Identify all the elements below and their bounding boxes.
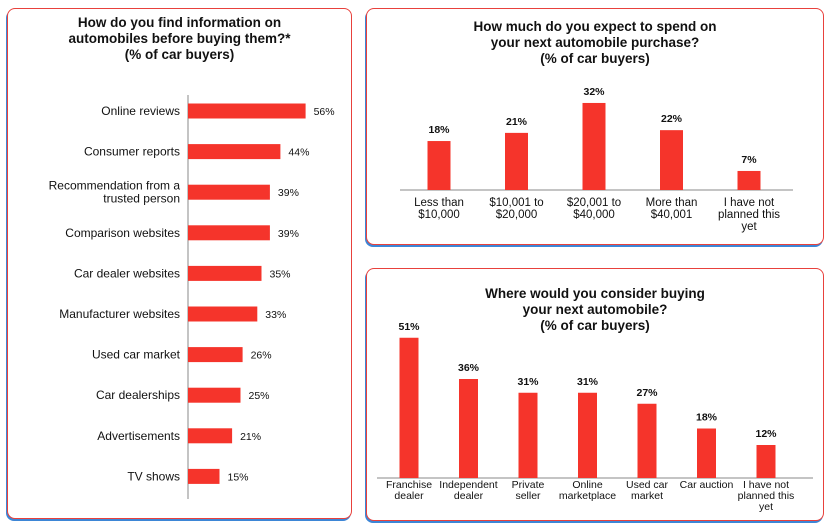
bar xyxy=(756,445,776,478)
bar xyxy=(660,130,683,190)
value-label: 25% xyxy=(249,390,270,402)
value-label: 27% xyxy=(636,387,658,399)
category-label: Car auction xyxy=(680,479,734,491)
value-label: 36% xyxy=(458,362,480,374)
category-label: Less than $10,000 xyxy=(414,197,464,221)
category-label: Used car market xyxy=(626,479,669,502)
bar xyxy=(637,403,657,478)
category-label: Consumer reports xyxy=(84,145,180,159)
value-label: 12% xyxy=(755,428,777,440)
value-label: 15% xyxy=(228,471,249,483)
bar xyxy=(188,265,262,281)
purchase-channel-panel: Where would you consider buying your nex… xyxy=(366,268,824,521)
category-label: I have not planned this yet xyxy=(718,197,780,233)
information-sources-panel: How do you find information on automobil… xyxy=(7,8,352,519)
value-label: 18% xyxy=(696,412,718,424)
bar xyxy=(582,102,606,190)
information-sources-chart: Online reviews 56% Consumer reports 44% Reco… xyxy=(49,95,335,499)
bar xyxy=(188,468,220,484)
chart-title: How do you find information on automobil… xyxy=(68,15,291,62)
value-label: 7% xyxy=(741,154,757,166)
value-label: 26% xyxy=(251,350,272,362)
bar xyxy=(188,144,281,160)
category-label: Used car market xyxy=(92,348,181,362)
category-label: Online reviews xyxy=(101,104,180,118)
value-label: 35% xyxy=(270,268,291,280)
bar xyxy=(399,337,419,478)
bar xyxy=(427,141,451,190)
category-label: Franchise dealer xyxy=(386,479,432,502)
category-label: Private seller xyxy=(512,479,545,502)
bar xyxy=(188,428,233,444)
category-label: Recommendation from a trusted person xyxy=(49,179,181,206)
bar xyxy=(188,306,258,322)
category-label: I have not planned this yet xyxy=(738,479,795,513)
bar xyxy=(459,379,478,478)
value-label: 31% xyxy=(577,376,599,388)
value-label: 51% xyxy=(398,321,420,333)
bar xyxy=(188,225,270,241)
category-label: $10,001 to $20,000 xyxy=(489,197,543,221)
bar xyxy=(188,347,243,363)
bar xyxy=(518,392,538,478)
bar xyxy=(578,392,597,478)
category-label: Manufacturer websites xyxy=(59,307,180,321)
category-label: Comparison websites xyxy=(65,226,180,240)
category-label: TV shows xyxy=(127,469,180,483)
category-label: $20,001 to $40,000 xyxy=(567,197,621,221)
category-label: More than $40,001 xyxy=(646,197,698,221)
bar xyxy=(188,387,241,403)
purchase-channel-chart: 51% Franchise dealer 36% Independent dealer 31… xyxy=(377,321,813,513)
bar xyxy=(697,428,716,478)
bar xyxy=(737,170,761,190)
chart-title: Where would you consider buying your nex… xyxy=(485,286,705,333)
value-label: 22% xyxy=(661,113,683,125)
bar xyxy=(505,132,528,190)
value-label: 18% xyxy=(428,124,450,136)
bar xyxy=(188,103,306,119)
chart-title: How much do you expect to spend on your … xyxy=(473,19,717,66)
category-label: Car dealer websites xyxy=(74,266,180,280)
value-label: 21% xyxy=(240,431,261,443)
value-label: 32% xyxy=(583,86,605,98)
category-label: Independent dealer xyxy=(439,479,497,502)
value-label: 56% xyxy=(314,106,335,118)
expected-spend-chart: 18% Less than $10,000 21% $10,001 to $20,000 3… xyxy=(400,86,793,233)
value-label: 44% xyxy=(288,147,309,159)
category-label: Online marketplace xyxy=(559,479,616,502)
category-label: Car dealerships xyxy=(96,388,180,402)
value-label: 21% xyxy=(506,116,528,128)
value-label: 33% xyxy=(265,309,286,321)
bar xyxy=(188,184,270,200)
expected-spend-panel: How much do you expect to spend on your … xyxy=(366,8,824,245)
value-label: 31% xyxy=(517,376,539,388)
value-label: 39% xyxy=(278,187,299,199)
category-label: Advertisements xyxy=(97,429,180,443)
value-label: 39% xyxy=(278,228,299,240)
